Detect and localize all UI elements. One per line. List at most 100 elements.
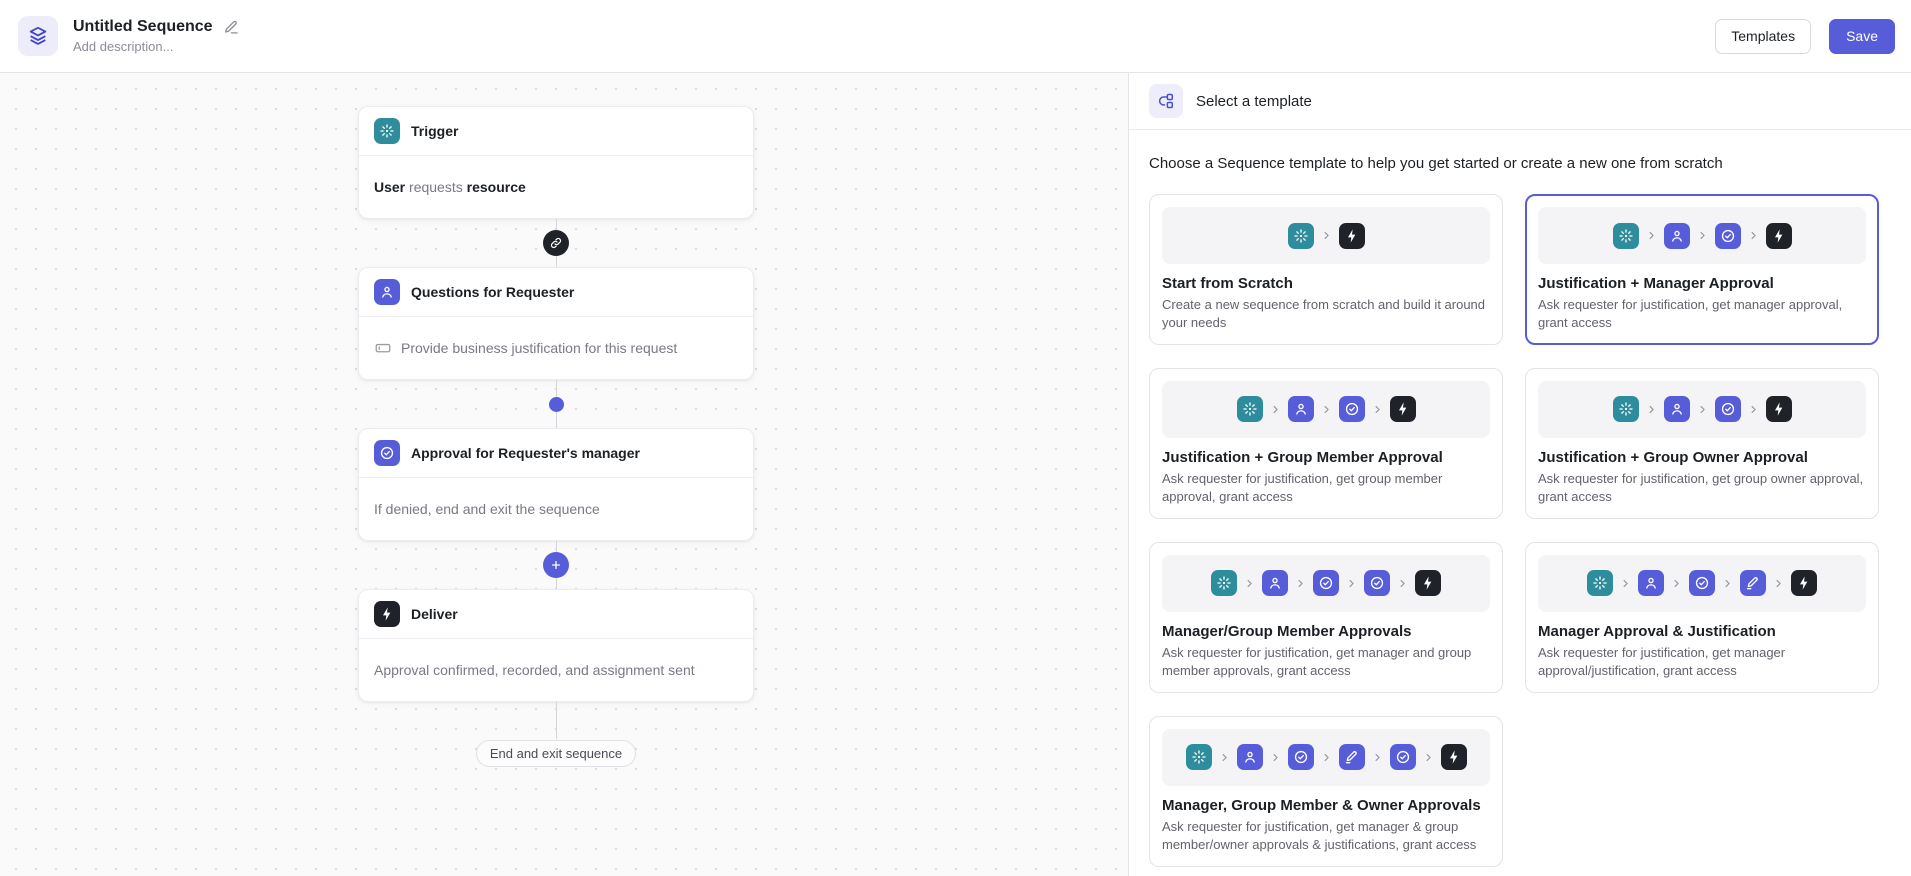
sequence-canvas[interactable]: Trigger User requests resource [0,73,1128,876]
user-icon [1236,744,1263,771]
chevron-right-icon [1700,405,1705,413]
template-card-title: Justification + Group Owner Approval [1538,448,1808,466]
node-body-text: Approval confirmed, recorded, and assign… [374,662,695,678]
approval-icon [1389,744,1416,771]
chevron-right-icon [1700,231,1705,240]
chevron-right-icon [1324,231,1329,240]
template-panel: Select a template Choose a Sequence temp… [1128,73,1911,876]
sequence-flow: Trigger User requests resource [358,106,754,767]
connector-add [358,541,754,589]
node-body-text: Provide business justification for this … [401,340,678,356]
chevron-right-icon [1298,579,1303,587]
node-body: If denied, end and exit the sequence [359,477,753,540]
chevron-right-icon [1400,579,1405,587]
node-body-text: If denied, end and exit the sequence [374,501,600,517]
template-card-description: Ask requester for justification, get gro… [1162,470,1443,504]
node-title: Trigger [411,123,459,139]
template-icon-strip [1538,554,1866,612]
chevron-right-icon [1426,753,1431,761]
connection-dot [548,396,564,412]
template-card-manager-group-member-approvals[interactable]: Manager/Group Member Approvals Ask reque… [1149,541,1503,693]
template-icon-strip [1538,207,1866,264]
pen-icon [1740,570,1766,597]
chevron-right-icon [1623,579,1628,587]
chevron-right-icon [1751,231,1756,240]
sequence-description-placeholder[interactable]: Add description... [73,39,174,54]
node-title: Approval for Requester's manager [411,445,640,461]
connector-link [358,219,754,267]
trigger-object: resource [466,179,526,195]
template-card-start-from-scratch[interactable]: Start from Scratch Create a new sequence… [1149,194,1503,345]
node-approval[interactable]: Approval for Requester's manager If deni… [358,428,754,541]
node-trigger[interactable]: Trigger User requests resource [358,106,754,219]
template-card-description: Ask requester for justification, get man… [1538,644,1786,678]
deliver-icon [374,601,400,627]
template-card-title: Justification + Group Member Approval [1162,448,1443,466]
template-card-title: Justification + Manager Approval [1538,275,1774,292]
chevron-right-icon [1725,579,1730,587]
template-card-description: Ask requester for justification, get gro… [1538,470,1864,504]
approval-icon [1689,570,1715,597]
template-card-manager-group-member-owner-approvals[interactable]: Manager, Group Member & Owner Approvals … [1149,715,1503,867]
node-body: Provide business justification for this … [359,316,753,379]
user-icon [1663,222,1690,249]
user-icon [1638,570,1664,597]
pen-icon [1338,744,1365,771]
connector-dot [358,380,754,428]
chevron-right-icon [1247,579,1252,587]
trigger-icon [1236,396,1263,423]
template-icon-strip [1538,380,1866,438]
template-card-justification-group-member-approval[interactable]: Justification + Group Member Approval As… [1149,367,1503,519]
chevron-right-icon [1674,579,1679,587]
template-card-justification-group-owner-approval[interactable]: Justification + Group Owner Approval Ask… [1525,367,1879,519]
template-icon-row [1612,222,1792,249]
chevron-right-icon [1222,753,1227,761]
node-questions[interactable]: Questions for Requester Provide business… [358,267,754,380]
approval-icon [1714,396,1741,423]
trigger-icon [1587,570,1613,597]
approval-icon [1714,222,1741,249]
save-button[interactable]: Save [1829,18,1895,54]
template-icon-row [1612,396,1792,423]
template-card-description: Ask requester for justification, get man… [1162,644,1472,678]
end-label: End and exit sequence [475,740,637,767]
trigger-subject: User [374,179,406,195]
node-deliver[interactable]: Deliver Approval confirmed, recorded, an… [358,589,754,702]
approval-icon [1338,396,1365,423]
deliver-icon [1765,396,1792,423]
deliver-icon [1791,570,1817,597]
panel-title: Select a template [1196,92,1312,110]
link-icon [550,237,562,249]
template-icon-strip [1162,554,1490,612]
app-logo [18,16,58,56]
approval-icon [1364,570,1390,597]
deliver-icon [1765,222,1792,249]
chevron-right-icon [1273,753,1278,761]
chevron-right-icon [1649,405,1654,413]
end-connector-line [555,702,557,739]
chevron-right-icon [1349,579,1354,587]
template-card-description: Ask requester for justification, get man… [1162,818,1477,852]
template-icon-row [1287,222,1365,249]
user-icon [1287,396,1314,423]
deliver-icon [1415,570,1441,597]
plus-icon [551,560,561,570]
node-title: Questions for Requester [411,284,575,300]
user-icon [1262,570,1288,597]
template-card-justification-manager-approval[interactable]: Justification + Manager Approval Ask req… [1525,194,1879,345]
deliver-icon [1338,222,1365,249]
chevron-right-icon [1324,753,1329,761]
template-card-grid: Start from Scratch Create a new sequence… [1149,194,1879,867]
add-step-button[interactable] [543,552,569,578]
template-panel-header: Select a template [1129,73,1911,130]
template-card-manager-approval-justification[interactable]: Manager Approval & Justification Ask req… [1525,541,1879,693]
chevron-right-icon [1776,579,1781,587]
edit-title-button[interactable] [223,19,239,35]
top-bar: Untitled Sequence Add description... Tem… [0,0,1911,73]
node-body: User requests resource [359,155,753,218]
templates-button[interactable]: Templates [1715,18,1812,54]
template-icon-row [1185,744,1467,771]
template-card-description: Ask requester for justification, get man… [1538,297,1843,330]
sequence-end: End and exit sequence [358,702,754,767]
link-badge[interactable] [543,230,569,256]
